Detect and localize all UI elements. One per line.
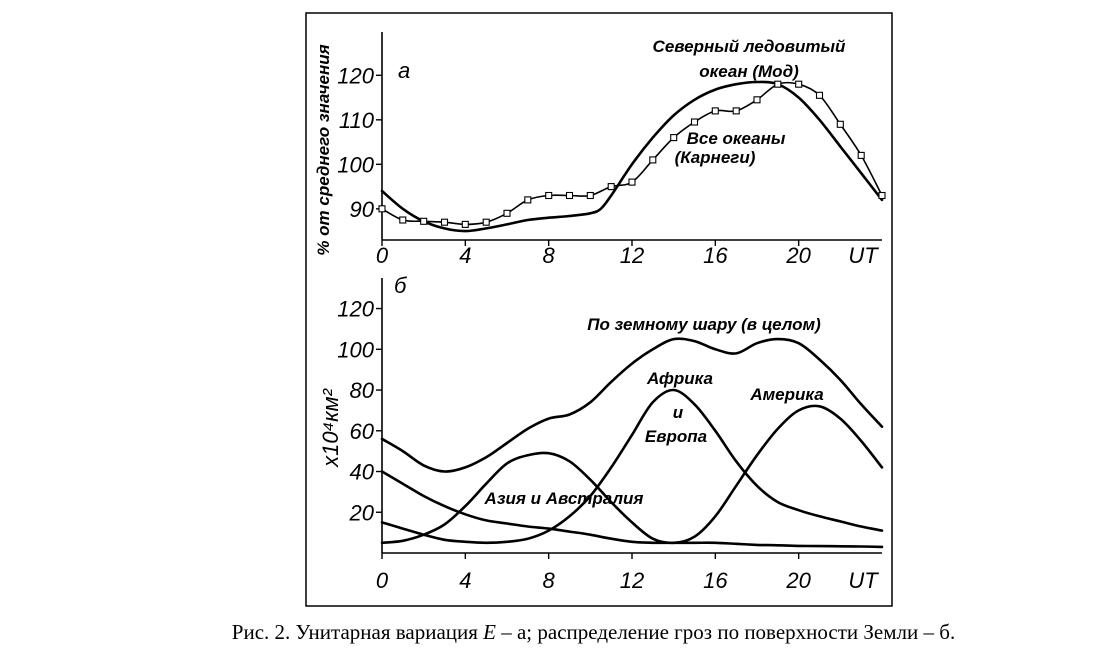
panel-a-data-point <box>586 191 594 200</box>
panel-a-data-point <box>440 218 449 226</box>
panel-b: б x10⁴км² 20 40 60 80 100 120 0 4 8 12 16 20 UT По… <box>318 273 884 593</box>
panel-a-data-point <box>524 196 532 204</box>
figure-caption: Рис. 2. Унитарная вариация E – а; распре… <box>0 620 1107 645</box>
panel-a-data-point <box>378 205 386 213</box>
panel-a-data-point <box>711 107 719 115</box>
panel-a-data-point <box>795 80 803 88</box>
panel-b-y-tick-label: 100 <box>337 337 374 362</box>
caption-prefix: Рис. 2. Унитарная вариация <box>231 620 484 644</box>
panel-a-annotation-oceans-2: (Карнеги) <box>675 148 756 167</box>
panel-a-data-point <box>753 96 761 104</box>
panel-a-data-point <box>545 191 553 200</box>
panel-b-x-tick-label: 12 <box>620 568 644 593</box>
panel-a-data-point <box>815 91 824 99</box>
panel-a-x-tick-label: 20 <box>785 243 811 268</box>
panel-a-data-point <box>565 191 574 200</box>
panel-b-series <box>380 337 884 549</box>
panel-a-series-line-1 <box>381 81 883 226</box>
panel-b-annotation-europe: Европа <box>645 427 707 446</box>
panel-b-annotation-asia: Азия и Австралия <box>484 489 644 508</box>
panel-b-series-line-1 <box>380 388 884 545</box>
panel-a-annotation-oceans-1: Все океаны <box>687 129 786 148</box>
panel-b-y-ticks: 20 40 60 80 100 120 <box>337 297 382 525</box>
panel-a-data-point <box>670 134 678 142</box>
panel-a-x-tick-label: 16 <box>703 243 728 268</box>
panel-a-y-tick-label: 110 <box>339 108 375 133</box>
panel-a-x-tick-label: 8 <box>543 243 556 268</box>
panel-a-annotation-arctic-1: Северный ледовитый <box>653 37 847 56</box>
panel-b-series-line-2 <box>380 470 884 549</box>
panel-a-data-point <box>690 118 699 126</box>
panel-a-y-tick-label: 90 <box>350 197 375 222</box>
panel-a-label: а <box>398 58 410 83</box>
panel-b-label: б <box>394 273 408 298</box>
panel-a-x-tick-label: 12 <box>620 243 644 268</box>
panel-a-series-line-0 <box>380 80 884 233</box>
panel-b-x-tick-label: 0 <box>376 568 389 593</box>
panel-b-y-tick-label: 40 <box>350 460 375 485</box>
panel-a-data-point <box>461 220 469 228</box>
panel-b-y-tick-label: 60 <box>350 419 375 444</box>
panel-a-x-tick-label: 0 <box>376 243 389 268</box>
panel-b-x-axis-label: UT <box>848 568 879 593</box>
panel-a-data-point <box>878 191 886 200</box>
panel-a-data-point <box>628 178 636 186</box>
panel-a: а % от среднего значения 90 100 110 120 0 4 8… <box>314 32 886 268</box>
panel-a-y-axis-label: % от среднего значения <box>314 44 333 255</box>
panel-a-data-point <box>482 218 490 226</box>
panel-b-x-tick-label: 20 <box>785 568 811 593</box>
panel-a-series <box>378 80 886 233</box>
panel-a-data-point <box>732 107 740 115</box>
caption-suffix: – а; распределение гроз по поверхности З… <box>495 620 956 644</box>
panel-b-x-tick-label: 4 <box>459 568 471 593</box>
panel-a-y-tick-label: 120 <box>337 63 374 88</box>
panel-b-y-axis-label: x10⁴км² <box>318 388 343 467</box>
panel-b-annotation-africa: Африка <box>646 369 713 388</box>
panel-a-data-point <box>857 151 865 159</box>
panel-a-y-ticks: 90 100 110 120 <box>337 63 382 222</box>
panel-a-x-tick-label: 4 <box>459 243 471 268</box>
figure-frame <box>305 12 893 607</box>
panel-a-data-point <box>607 183 615 191</box>
panel-a-data-point <box>420 217 428 225</box>
panel-b-y-tick-label: 120 <box>337 297 374 322</box>
panel-a-data-point <box>774 80 782 88</box>
panel-b-annotation-global: По земному шару (в целом) <box>587 315 821 334</box>
panel-a-data-point <box>399 216 407 224</box>
panel-a-data-point <box>649 156 657 164</box>
panel-a-x-ticks: 0 4 8 12 16 20 <box>376 240 812 268</box>
panel-a-x-axis-label: UT <box>848 243 879 268</box>
panel-b-y-tick-label: 20 <box>349 500 375 525</box>
panel-a-y-tick-label: 100 <box>337 152 374 177</box>
panel-b-annotation-and: и <box>673 403 684 422</box>
panel-a-data-point <box>836 120 844 128</box>
panel-b-series-line-0 <box>380 337 884 473</box>
panel-b-annotation-america: Америка <box>749 385 823 404</box>
panel-b-y-tick-label: 80 <box>350 378 375 403</box>
panel-a-annotation-arctic-2: океан (Мод) <box>699 62 799 81</box>
panel-b-x-tick-label: 8 <box>543 568 556 593</box>
caption-symbol: E <box>483 620 496 644</box>
panel-b-x-tick-label: 16 <box>703 568 728 593</box>
panel-b-series-line-3 <box>380 404 884 545</box>
panel-b-x-ticks: 0 4 8 12 16 20 <box>376 553 812 593</box>
panel-a-data-point <box>503 209 511 217</box>
